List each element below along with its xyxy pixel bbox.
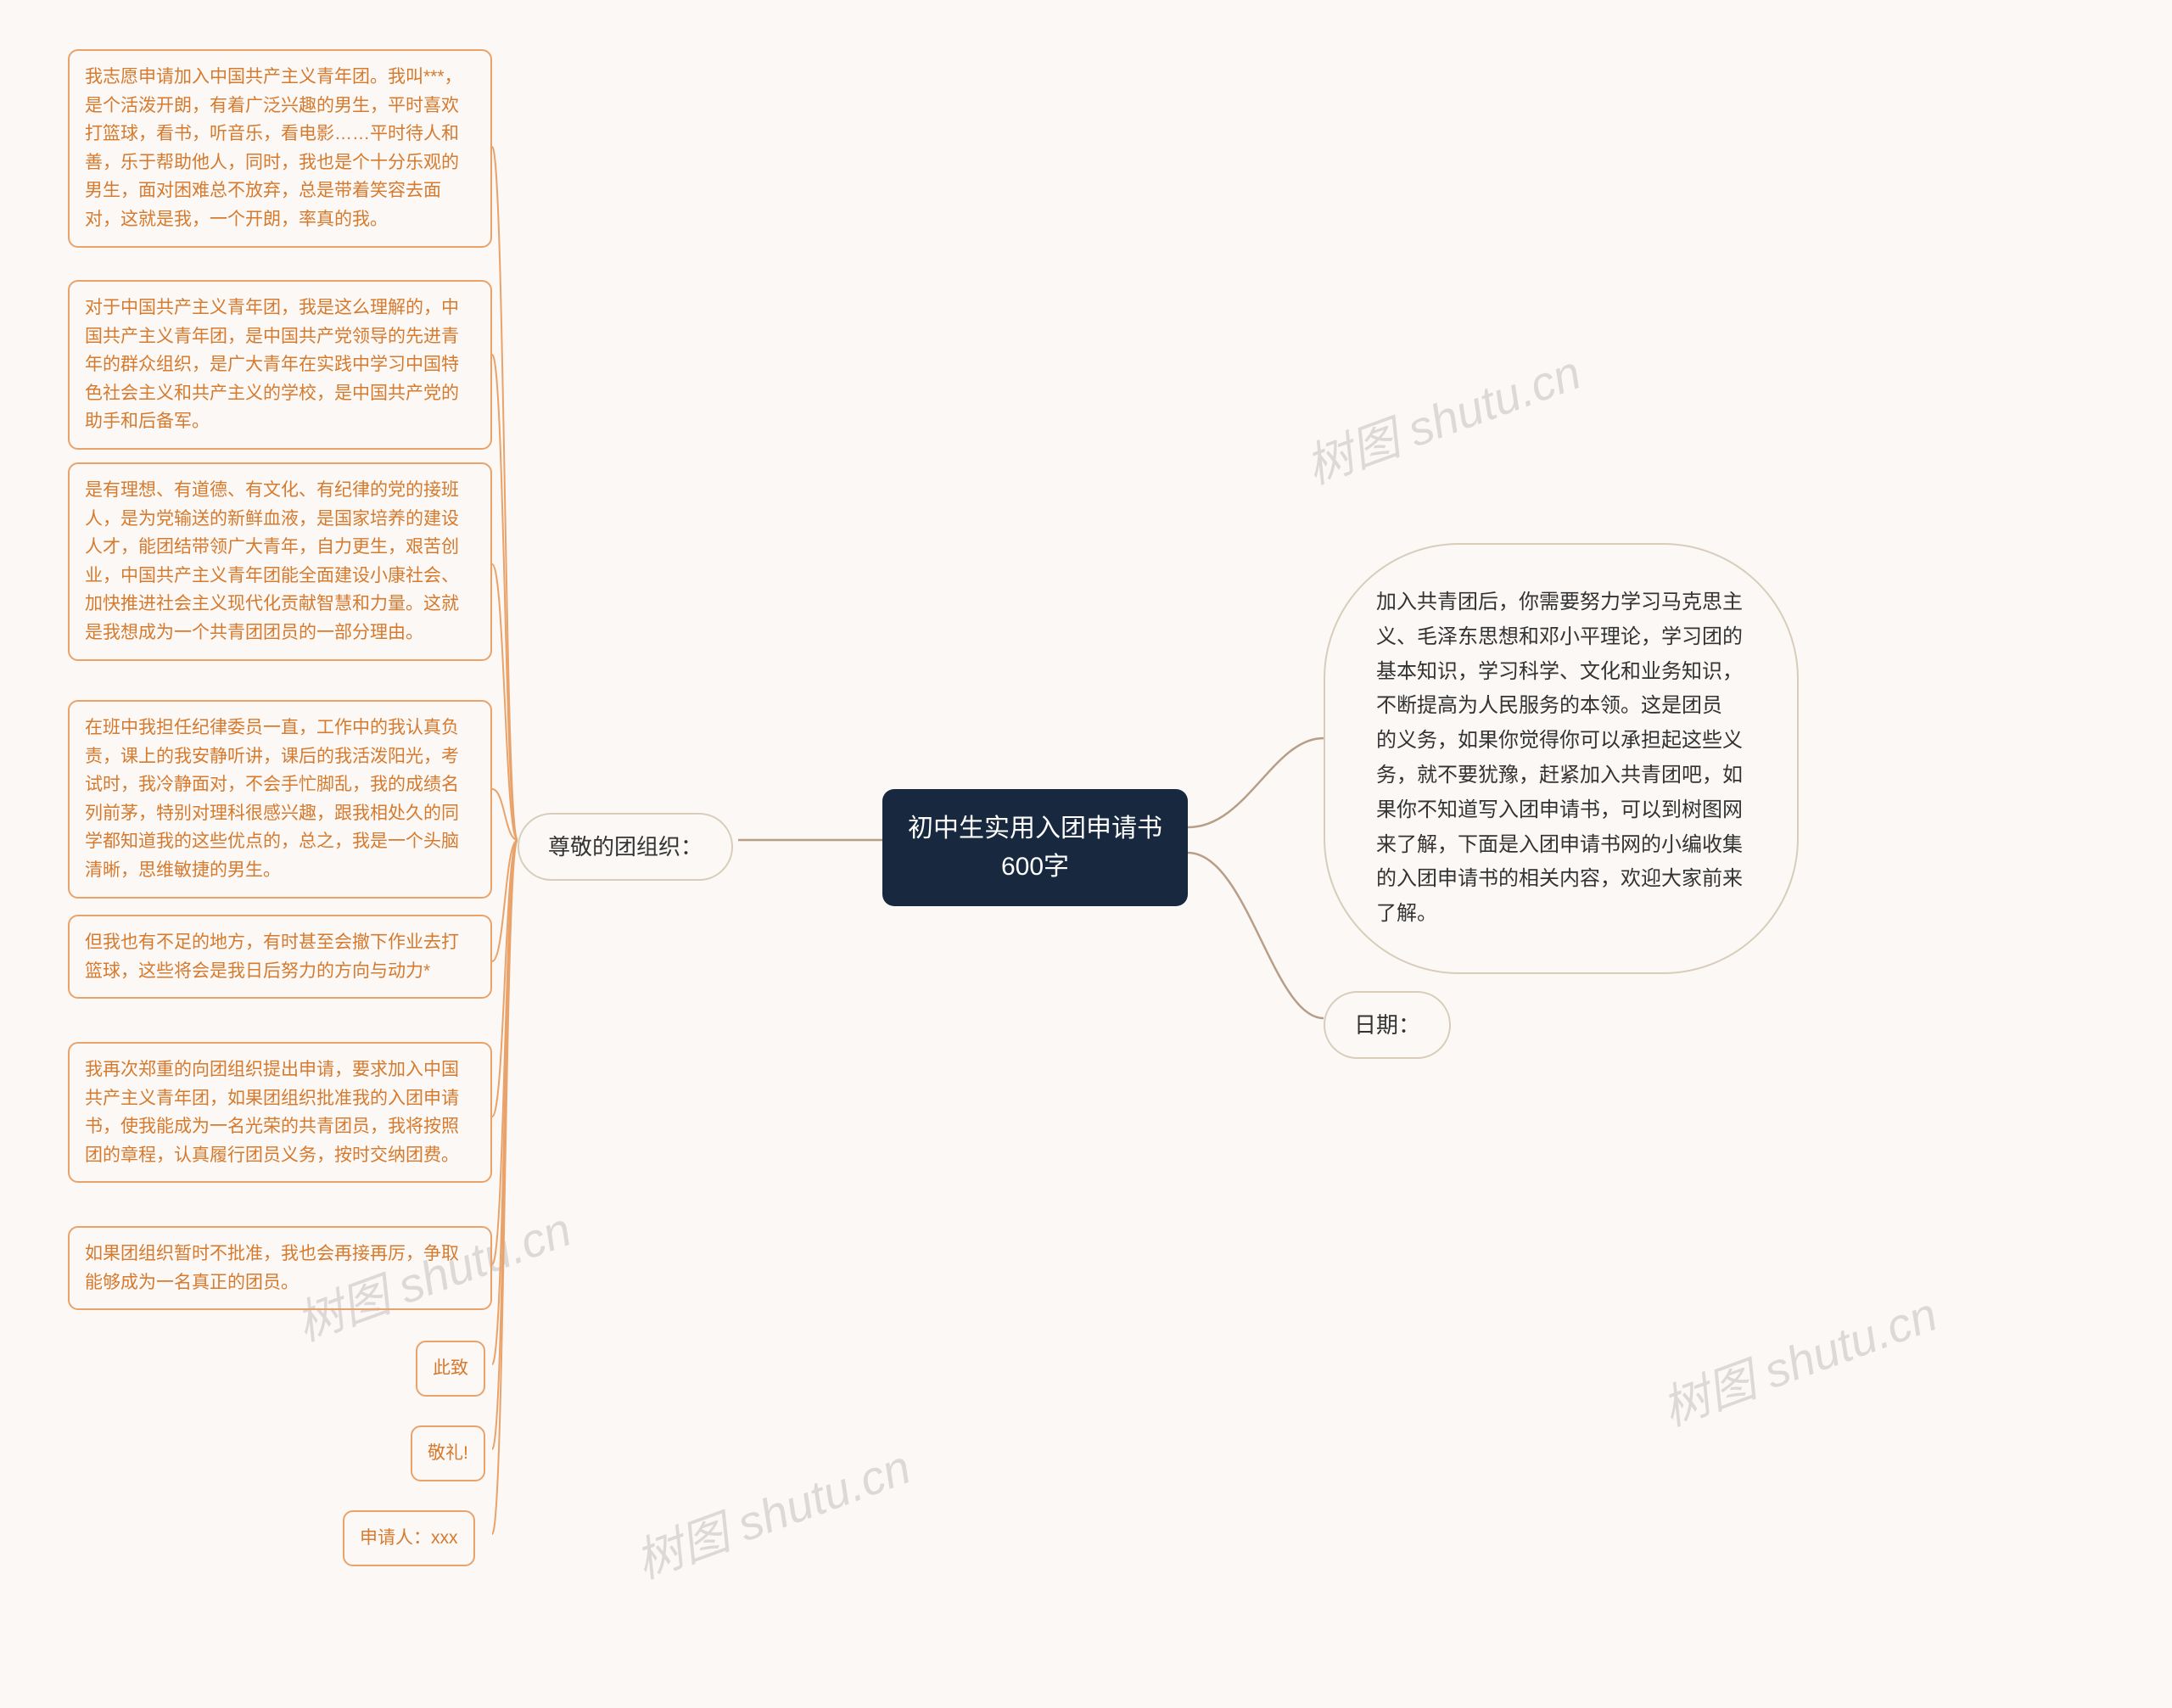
leaf-node[interactable]: 申请人：xxx — [343, 1510, 475, 1566]
leaf-node[interactable]: 是有理想、有道德、有文化、有纪律的党的接班人，是为党输送的新鲜血液，是国家培养的… — [68, 462, 492, 661]
leaf-node[interactable]: 此致 — [416, 1341, 485, 1397]
right-branch-large[interactable]: 加入共青团后，你需要努力学习马克思主义、毛泽东思想和邓小平理论，学习团的基本知识… — [1324, 543, 1799, 974]
leaf-node[interactable]: 在班中我担任纪律委员一直，工作中的我认真负责，课上的我安静听讲，课后的我活泼阳光… — [68, 700, 492, 899]
right-branch-date-text: 日期： — [1354, 1012, 1420, 1038]
watermark: 树图 shutu.cn — [1295, 334, 1589, 497]
leaf-node[interactable]: 但我也有不足的地方，有时甚至会撤下作业去打篮球，这些将会是我日后努力的方向与动力… — [68, 915, 492, 999]
root-text: 初中生实用入团申请书600字 — [908, 815, 1162, 881]
right-branch-date[interactable]: 日期： — [1324, 991, 1451, 1059]
leaf-text: 对于中国共产主义青年团，我是这么理解的，中国共产主义青年团，是中国共产党领导的先… — [85, 298, 459, 431]
leaf-text: 申请人：xxx — [360, 1528, 458, 1548]
leaf-node[interactable]: 如果团组织暂时不批准，我也会再接再厉，争取能够成为一名真正的团员。 — [68, 1226, 492, 1310]
watermark: 树图 shutu.cn — [624, 1429, 919, 1592]
leaf-text: 我志愿申请加入中国共产主义青年团。我叫***，是个活泼开朗，有着广泛兴趣的男生，… — [85, 67, 462, 229]
leaf-text: 我再次郑重的向团组织提出申请，要求加入中国共产主义青年团，如果团组织批准我的入团… — [85, 1060, 459, 1165]
leaf-text: 如果团组织暂时不批准，我也会再接再厉，争取能够成为一名真正的团员。 — [85, 1244, 459, 1292]
leaf-node[interactable]: 敬礼! — [411, 1425, 485, 1481]
leaf-text: 此致 — [433, 1358, 468, 1378]
leaf-node[interactable]: 我再次郑重的向团组织提出申请，要求加入中国共产主义青年团，如果团组织批准我的入团… — [68, 1042, 492, 1183]
left-branch-node[interactable]: 尊敬的团组织： — [518, 813, 733, 881]
watermark: 树图 shutu.cn — [1651, 1276, 1945, 1439]
leaf-text: 是有理想、有道德、有文化、有纪律的党的接班人，是为党输送的新鲜血液，是国家培养的… — [85, 480, 459, 642]
left-branch-label: 尊敬的团组织： — [548, 834, 703, 860]
root-node[interactable]: 初中生实用入团申请书600字 — [882, 789, 1188, 906]
leaf-text: 敬礼! — [428, 1443, 468, 1463]
leaf-text: 但我也有不足的地方，有时甚至会撤下作业去打篮球，这些将会是我日后努力的方向与动力… — [85, 932, 459, 981]
right-branch-text: 加入共青团后，你需要努力学习马克思主义、毛泽东思想和邓小平理论，学习团的基本知识… — [1376, 591, 1743, 925]
leaf-text: 在班中我担任纪律委员一直，工作中的我认真负责，课上的我安静听讲，课后的我活泼阳光… — [85, 718, 459, 880]
leaf-node[interactable]: 我志愿申请加入中国共产主义青年团。我叫***，是个活泼开朗，有着广泛兴趣的男生，… — [68, 49, 492, 248]
leaf-node[interactable]: 对于中国共产主义青年团，我是这么理解的，中国共产主义青年团，是中国共产党领导的先… — [68, 280, 492, 450]
